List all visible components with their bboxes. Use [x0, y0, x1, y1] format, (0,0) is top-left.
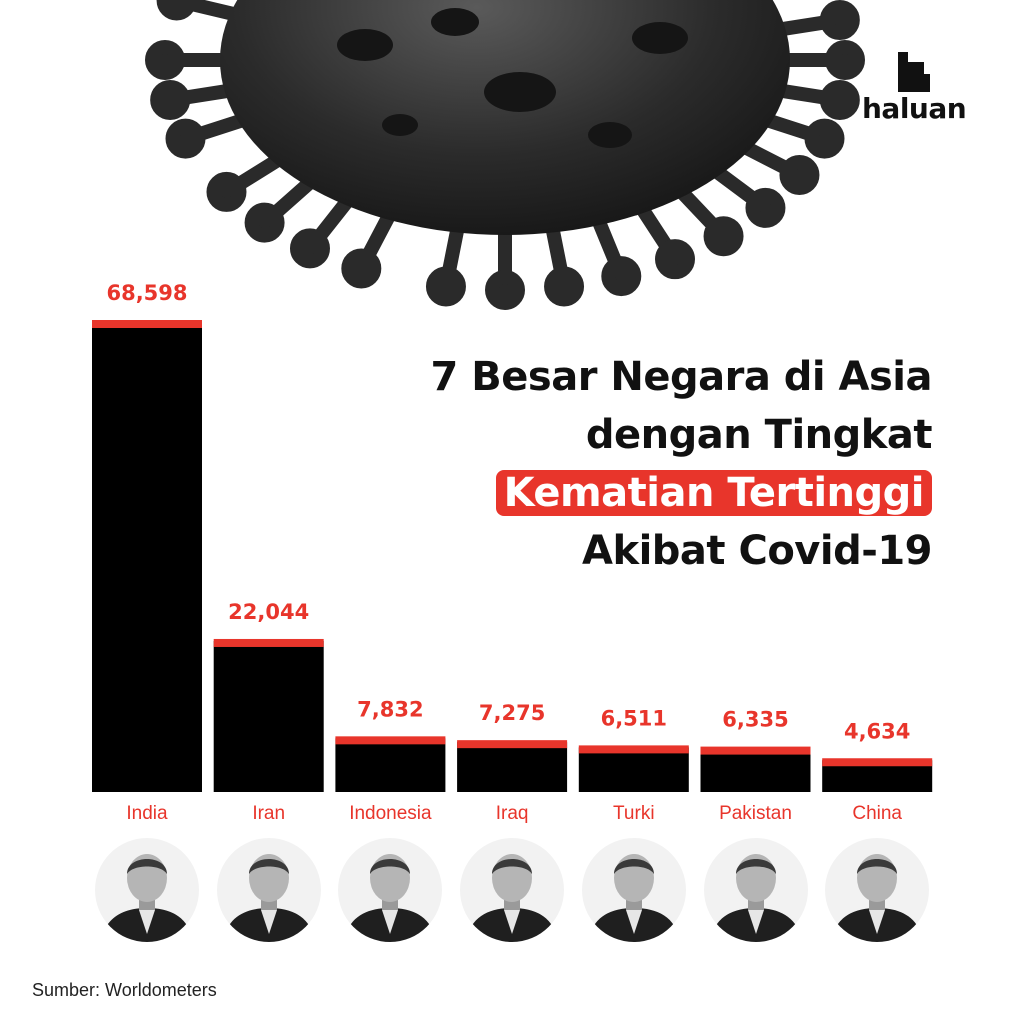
bar-cap-turki: [578, 745, 689, 754]
portrait-indonesia-icon: [338, 838, 443, 947]
bar-cap-india: [92, 320, 202, 328]
title-line-highlight: Kematian Tertinggi: [431, 464, 932, 522]
value-label: 6,511: [601, 706, 667, 730]
brand-name: haluan: [862, 92, 967, 125]
value-label: 7,832: [357, 697, 423, 721]
bar-cap-iraq: [457, 740, 568, 749]
bar-cap-indonesia: [335, 736, 446, 745]
bar-iran: [213, 640, 324, 792]
value-label: 6,335: [722, 708, 788, 732]
value-label: 7,275: [479, 701, 545, 725]
value-label: 68,598: [106, 281, 187, 305]
bar-cap-iran: [213, 638, 324, 647]
haluan-logo-mark-icon: [898, 52, 930, 92]
value-label: 4,634: [844, 719, 910, 743]
category-label: Pakistan: [719, 803, 792, 824]
portrait-turki-icon: [581, 838, 686, 947]
category-label: Iraq: [496, 803, 529, 824]
category-label: China: [852, 803, 902, 824]
title-line-2: dengan Tingkat: [585, 412, 933, 458]
bar-iraq: [457, 742, 568, 792]
source-note: Sumber: Worldometers: [32, 980, 217, 1000]
title-line-1: 7 Besar Negara di Asia: [430, 354, 933, 400]
category-label: Iran: [252, 803, 285, 824]
virus-illustration: [145, 0, 865, 310]
value-label: 22,044: [228, 600, 309, 624]
category-label: India: [126, 803, 168, 824]
portrait-iran-icon: [216, 838, 321, 947]
portrait-india-icon: [95, 838, 199, 947]
portrait-pakistan-icon: [703, 838, 808, 947]
bar-pakistan: [700, 748, 811, 792]
bar-turki: [578, 747, 689, 792]
bar-cap-china: [822, 758, 933, 767]
portrait-china-icon: [825, 838, 930, 947]
title-highlight-text: Kematian Tertinggi: [495, 470, 932, 516]
haluan-logo: haluan: [862, 52, 972, 132]
bar-cap-pakistan: [700, 746, 811, 755]
category-label: Turki: [613, 803, 655, 824]
title-line-4: Akibat Covid-19: [582, 528, 932, 574]
bar-indonesia: [335, 738, 446, 792]
bar-india: [92, 322, 202, 792]
portrait-iraq-icon: [460, 838, 565, 947]
category-label: Indonesia: [349, 803, 432, 824]
chart-title: 7 Besar Negara di Asia dengan Tingkat Ke…: [430, 348, 933, 580]
